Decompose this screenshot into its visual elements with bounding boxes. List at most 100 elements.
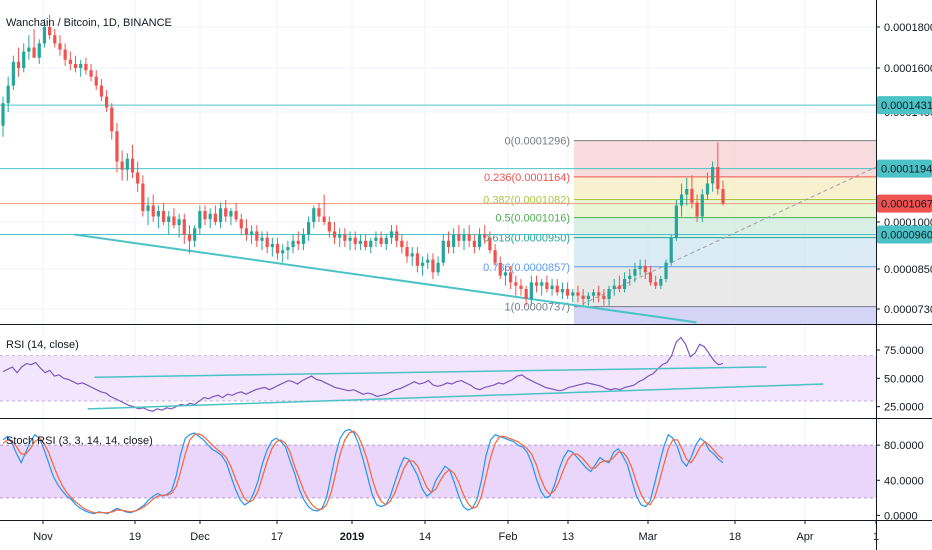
candle-body — [48, 27, 52, 36]
candle-body — [203, 211, 207, 220]
candle-body — [84, 63, 88, 71]
candle-body — [182, 219, 186, 235]
candle-body — [141, 183, 145, 211]
stoch-axis-label: 80.0000 — [884, 440, 924, 452]
candle-body — [332, 231, 337, 238]
candle-body — [545, 282, 549, 289]
candle-body — [685, 189, 689, 195]
candle-body — [120, 161, 124, 170]
candle-body — [286, 247, 290, 251]
candle-body — [11, 61, 15, 86]
candle-body — [239, 219, 243, 229]
time-axis-label: Apr — [796, 531, 813, 543]
candle-body — [550, 285, 554, 289]
candle-body — [452, 234, 456, 248]
price-axis-label: 0.0000730 — [884, 304, 932, 316]
candle-body — [581, 295, 585, 299]
price-axis[interactable]: 0.00018000.00016000.00014000.00010000.00… — [876, 22, 932, 522]
candle-body — [617, 285, 622, 289]
stoch-axis-label: 40.0000 — [884, 475, 924, 487]
horizontal-price-lines[interactable] — [0, 104, 876, 236]
candle-body — [213, 213, 217, 222]
candle-body — [509, 272, 513, 283]
candle-body — [524, 289, 528, 299]
candle-body — [664, 262, 668, 279]
candle-body — [68, 59, 72, 64]
price-axis-label: 0.0001800 — [884, 22, 932, 34]
stoch-band-fill — [0, 445, 876, 498]
time-axis[interactable]: Nov 19 Dec 17 2019 14 Feb 13 Mar 18 Apr 1 — [33, 520, 879, 543]
time-axis-label: 14 — [419, 531, 431, 543]
rsi-axis-label: 25.0000 — [884, 402, 924, 414]
price-trendlines[interactable] — [74, 166, 877, 324]
price-label-badge — [877, 96, 932, 115]
candle-body — [395, 231, 399, 241]
candle-body — [16, 61, 21, 68]
fib-zone-0 — [574, 140, 876, 177]
candle-body — [612, 285, 616, 289]
candle-body — [1, 103, 5, 126]
candle-body — [115, 131, 119, 162]
candle-body — [679, 194, 684, 206]
candle-body — [307, 222, 311, 235]
candle-body — [89, 70, 93, 77]
fib-zone-0.618 — [574, 237, 876, 267]
candle-body — [281, 250, 285, 254]
candle-body — [229, 211, 233, 217]
candle-body — [431, 259, 435, 273]
rsi-band-fill — [0, 355, 876, 401]
candle-body — [22, 51, 26, 68]
candle-body — [602, 295, 606, 299]
candle-body — [301, 234, 306, 244]
candle-body — [27, 47, 31, 52]
candle-body — [462, 234, 466, 241]
candle-body — [565, 289, 570, 296]
candle-body — [363, 240, 368, 248]
price-label-badge — [877, 159, 932, 178]
main-chart-title: Wanchain / Bitcoin, 1D, BINANCE — [6, 17, 172, 29]
candle-body — [53, 35, 57, 44]
candle-body — [441, 240, 445, 263]
candle-body — [488, 237, 492, 251]
candle-body — [436, 262, 440, 273]
time-axis-label: 18 — [729, 531, 741, 543]
price-label-badge — [877, 194, 932, 213]
candle-body — [426, 259, 430, 263]
candle-body — [374, 237, 378, 241]
candle-body — [716, 167, 720, 189]
candle-body — [405, 247, 409, 257]
candle-body — [410, 253, 414, 257]
time-axis-label: 17 — [271, 531, 283, 543]
rsi-trendline — [94, 366, 767, 378]
fib-zone-0.382 — [574, 199, 876, 218]
price-label-text: 0.0001431 — [881, 100, 932, 112]
candle-body — [234, 211, 238, 220]
candle-body — [73, 63, 78, 68]
candle-body — [498, 262, 502, 276]
candle-body — [270, 243, 274, 248]
candle-body — [700, 194, 704, 217]
candle-body — [467, 234, 471, 241]
candle-body — [420, 262, 425, 266]
candle-body — [446, 240, 451, 248]
candle-body — [695, 202, 699, 217]
candle-body — [125, 158, 129, 170]
candle-body — [58, 43, 62, 50]
candle-body — [648, 272, 653, 283]
candle-body — [6, 85, 10, 104]
candle-body — [607, 289, 611, 299]
candle-body — [493, 250, 497, 263]
candle-body — [208, 213, 212, 220]
candle-body — [628, 275, 632, 279]
candle-body — [591, 292, 596, 296]
candle-body — [110, 107, 114, 132]
candle-body — [104, 96, 109, 108]
candle-body — [472, 240, 476, 248]
time-axis-label: 1 — [873, 531, 879, 543]
rsi-title: RSI (14, close) — [6, 339, 79, 351]
candle-body — [353, 237, 357, 244]
time-axis-label: Nov — [33, 531, 53, 543]
rsi-trendline — [87, 383, 824, 410]
